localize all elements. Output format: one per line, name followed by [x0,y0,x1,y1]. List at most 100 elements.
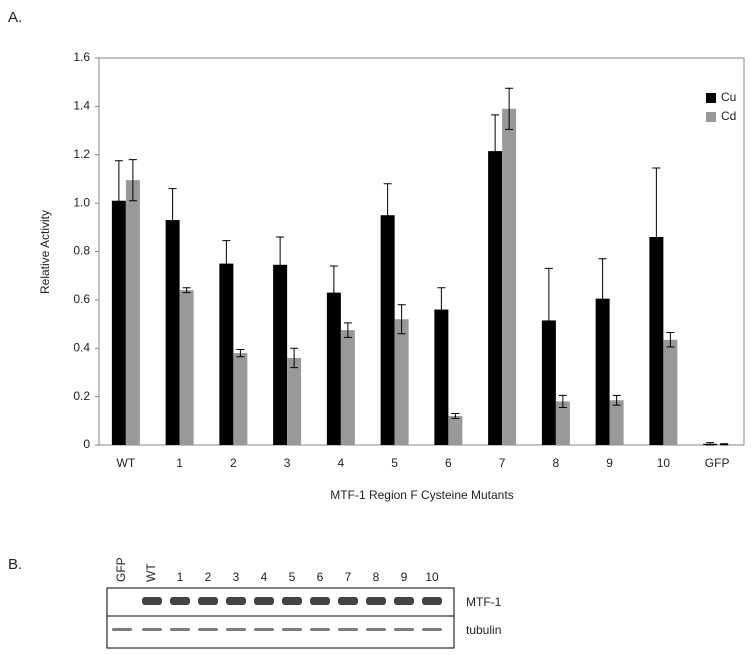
lane-label: 2 [205,570,212,584]
bar [287,357,302,445]
bar [273,264,288,445]
error-bar [276,236,285,294]
x-tick-label: 6 [445,456,452,470]
bar [555,401,570,445]
x-tick-label: 3 [284,456,291,470]
band [142,597,162,605]
y-tick-label: 1.4 [73,99,90,113]
error-bar [182,287,191,294]
bar [125,180,140,445]
bar [380,215,395,445]
band [142,628,162,631]
error-bar [652,167,661,307]
y-tick-label: 1.6 [73,50,90,64]
band [338,628,358,631]
x-tick-label: 1 [176,456,183,470]
lane-label: WT [144,563,158,582]
x-tick-label: 9 [606,456,613,470]
band [254,597,274,605]
band [282,597,302,605]
band [422,628,442,631]
lane-label: GFP [114,557,128,582]
x-axis-label: MTF-1 Region F Cysteine Mutants [330,488,513,502]
band [366,628,386,631]
x-tick-label: GFP [705,456,730,470]
error-bar [706,442,715,446]
band [422,597,442,605]
legend-swatch [706,93,716,103]
row-label: tubulin [466,623,501,637]
lane-label: 6 [317,570,324,584]
plot-frame [98,57,745,446]
error-bar [558,394,567,409]
error-bar [383,183,392,248]
error-bar [720,443,729,446]
error-bar [114,160,123,242]
bar [595,298,610,445]
bar [434,309,449,445]
band [282,628,302,631]
error-bar [437,287,446,332]
bar [394,319,409,445]
legend-label: Cu [721,90,736,104]
error-bar [290,347,299,369]
error-bar [168,188,177,252]
y-tick-label: 0.4 [73,340,90,354]
x-tick-label: 5 [391,456,398,470]
bar [609,400,624,445]
legend-label: Cd [721,109,736,123]
error-bar [612,394,621,406]
bar [541,320,556,445]
error-bar [491,114,500,188]
row-label: MTF-1 [466,595,502,609]
lane-label: 7 [345,570,352,584]
x-tick-label: 2 [230,456,237,470]
bar [488,151,503,445]
error-bar [451,413,460,419]
panel-label: A. [8,9,22,26]
bar [502,108,517,445]
y-tick-label: 1.2 [73,147,90,161]
lane-label: 9 [401,570,408,584]
bar [326,292,341,445]
bar [233,353,248,445]
error-bar [505,87,514,130]
bar [165,220,180,445]
x-tick-label: WT [117,456,136,470]
lane-label: 1 [177,570,184,584]
bar [663,339,678,445]
error-bar [329,265,338,320]
y-tick-label: 1.0 [73,195,90,209]
band [198,628,218,631]
bar [179,290,194,445]
x-tick-label: 7 [499,456,506,470]
y-tick-label: 0.2 [73,389,90,403]
band [338,597,358,605]
band [226,597,246,605]
band [394,628,414,631]
y-tick-label: 0.8 [73,244,90,258]
lane-label: 8 [373,570,380,584]
bar [219,263,234,445]
error-bar [222,240,231,288]
error-bar [343,322,352,338]
error-bar [128,159,137,202]
error-bar [666,332,675,348]
lane-label: 4 [261,570,268,584]
error-bar [598,258,607,340]
bar [448,415,463,445]
error-bar [397,304,406,335]
panel-label: B. [8,556,22,573]
x-tick-label: 10 [657,456,671,470]
band [366,597,386,605]
band [254,628,274,631]
bar [649,236,664,445]
x-tick-label: 8 [553,456,560,470]
band [198,597,218,605]
band [170,597,190,605]
y-tick-label: 0.6 [73,292,90,306]
band [112,628,132,631]
bar [111,200,126,445]
